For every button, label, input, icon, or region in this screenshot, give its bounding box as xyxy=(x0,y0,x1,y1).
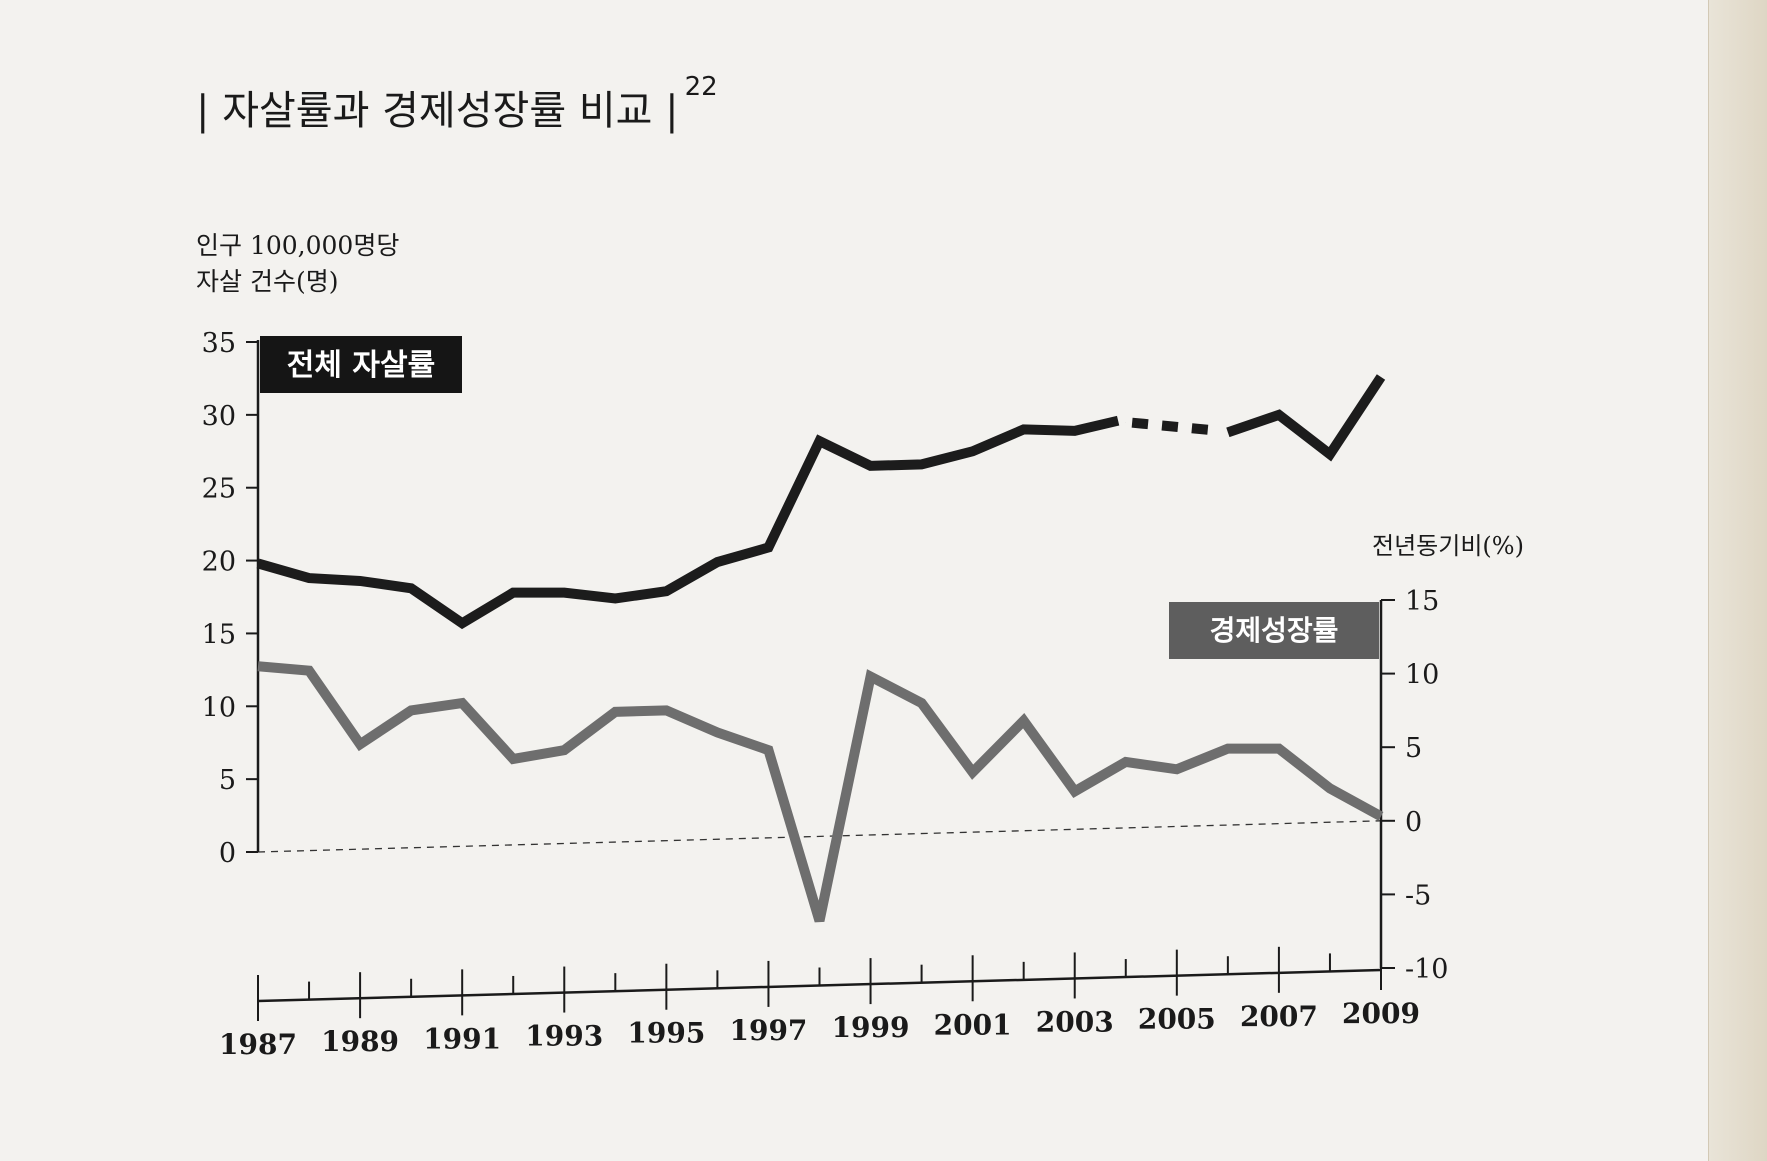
x-axis-tick-label: 1989 xyxy=(321,1025,399,1058)
x-axis-tick-label: 2003 xyxy=(1036,1005,1114,1038)
right-axis-tick-label: -5 xyxy=(1405,880,1431,911)
right-axis-title: 전년동기비(%) xyxy=(1372,532,1524,560)
title-bar-left: | xyxy=(196,88,223,134)
x-axis-tick-label: 2009 xyxy=(1342,997,1420,1030)
right-axis-tick-label: 5 xyxy=(1405,733,1422,764)
zero-reference-group xyxy=(257,820,1382,853)
left-axis-tick-label: 35 xyxy=(202,328,236,359)
right-axis-tick-label: 15 xyxy=(1405,586,1439,617)
footnote-number: 22 xyxy=(684,72,718,102)
left-axis-tick-label: 30 xyxy=(202,401,236,432)
suicide-rate-line-solid-1 xyxy=(256,415,1120,630)
left-axis-tick-label: 10 xyxy=(202,692,236,723)
x-axis-tick-label: 1995 xyxy=(627,1017,705,1050)
title-bar-right: | xyxy=(652,88,679,134)
left-axis-title: 인구 100,000명당 자살 건수(명) xyxy=(196,228,399,300)
right-axis-tick-label: 10 xyxy=(1405,660,1439,691)
page-edge xyxy=(1708,0,1767,1161)
right-axis-tick-label: -10 xyxy=(1405,954,1448,985)
zero-reference-line xyxy=(257,820,1382,853)
left-axis-title-line1: 인구 100,000명당 xyxy=(196,231,400,260)
left-axis-title-line2: 자살 건수(명) xyxy=(196,267,339,296)
growth-rate-line xyxy=(257,661,1384,923)
legend-suicide-rate: 전체 자살률 xyxy=(260,336,462,393)
x-axis-tick-label: 2005 xyxy=(1138,1003,1216,1036)
left-axis-tick-label: 5 xyxy=(219,765,236,796)
x-axis-tick-label: 2007 xyxy=(1240,1000,1318,1033)
suicide-rate-line-dashed xyxy=(1131,417,1215,436)
right-axis-tick-label: 0 xyxy=(1405,807,1422,838)
left-axis-tick-label: 25 xyxy=(202,474,236,505)
axes-group: 0 5 10 15 20 25 30 35 -10 -5 0 5 10 15 1987 1989 1991 199… xyxy=(202,328,1449,1061)
legend-suicide-rate-box xyxy=(260,336,462,393)
x-axis-tick-label: 1997 xyxy=(729,1014,807,1047)
left-axis-tick-label: 0 xyxy=(219,838,236,869)
chart-title-text: 자살률과 경제성장률 비교 xyxy=(222,88,653,134)
left-axis-tick-label: 15 xyxy=(202,619,236,650)
chart-title: | 자살률과 경제성장률 비교 |22 xyxy=(196,72,718,136)
suicide-rate-line-solid-2 xyxy=(1226,374,1386,462)
legend-growth-rate-box xyxy=(1169,602,1379,659)
legend-growth-rate: 경제성장률 xyxy=(1169,602,1379,659)
x-axis-tick-label: 2001 xyxy=(934,1008,1012,1041)
x-axis-tick-label: 1993 xyxy=(525,1020,603,1053)
legend-growth-rate-label: 경제성장률 xyxy=(1210,614,1339,647)
series-group xyxy=(256,374,1386,923)
left-axis-tick-label: 20 xyxy=(202,547,236,578)
legend-suicide-rate-label: 전체 자살률 xyxy=(287,348,435,383)
x-axis-tick-label: 1991 xyxy=(423,1022,501,1055)
x-axis-tick-label: 1987 xyxy=(219,1028,297,1061)
x-axis-tick-label: 1999 xyxy=(832,1011,910,1044)
